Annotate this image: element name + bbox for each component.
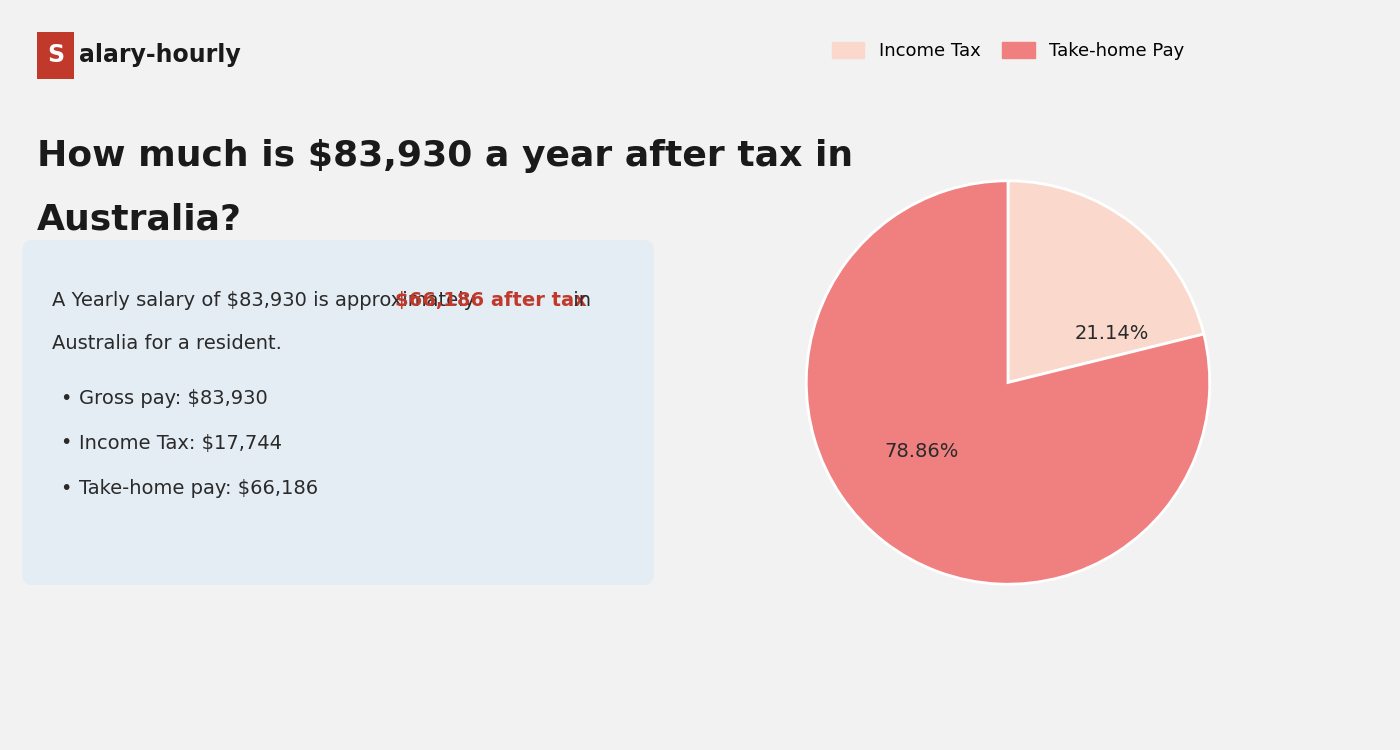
Text: How much is $83,930 a year after tax in: How much is $83,930 a year after tax in xyxy=(36,139,853,172)
Text: alary-hourly: alary-hourly xyxy=(80,43,241,67)
Text: S: S xyxy=(46,43,64,67)
Text: Australia for a resident.: Australia for a resident. xyxy=(52,334,283,352)
Text: Gross pay: $83,930: Gross pay: $83,930 xyxy=(80,388,267,407)
Wedge shape xyxy=(1008,181,1204,382)
Text: •: • xyxy=(60,388,71,407)
Text: Australia?: Australia? xyxy=(36,202,242,236)
FancyBboxPatch shape xyxy=(36,32,74,79)
Text: •: • xyxy=(60,433,71,452)
Text: $66,186 after tax: $66,186 after tax xyxy=(395,291,587,310)
Text: •: • xyxy=(60,478,71,497)
Text: 78.86%: 78.86% xyxy=(885,442,959,461)
Text: 21.14%: 21.14% xyxy=(1074,324,1148,343)
Wedge shape xyxy=(806,181,1210,584)
Legend: Income Tax, Take-home Pay: Income Tax, Take-home Pay xyxy=(825,34,1191,68)
Text: Income Tax: $17,744: Income Tax: $17,744 xyxy=(80,433,283,452)
Text: Take-home pay: $66,186: Take-home pay: $66,186 xyxy=(80,478,318,497)
Text: A Yearly salary of $83,930 is approximately: A Yearly salary of $83,930 is approximat… xyxy=(52,291,482,310)
FancyBboxPatch shape xyxy=(22,240,654,585)
Text: in: in xyxy=(567,291,591,310)
